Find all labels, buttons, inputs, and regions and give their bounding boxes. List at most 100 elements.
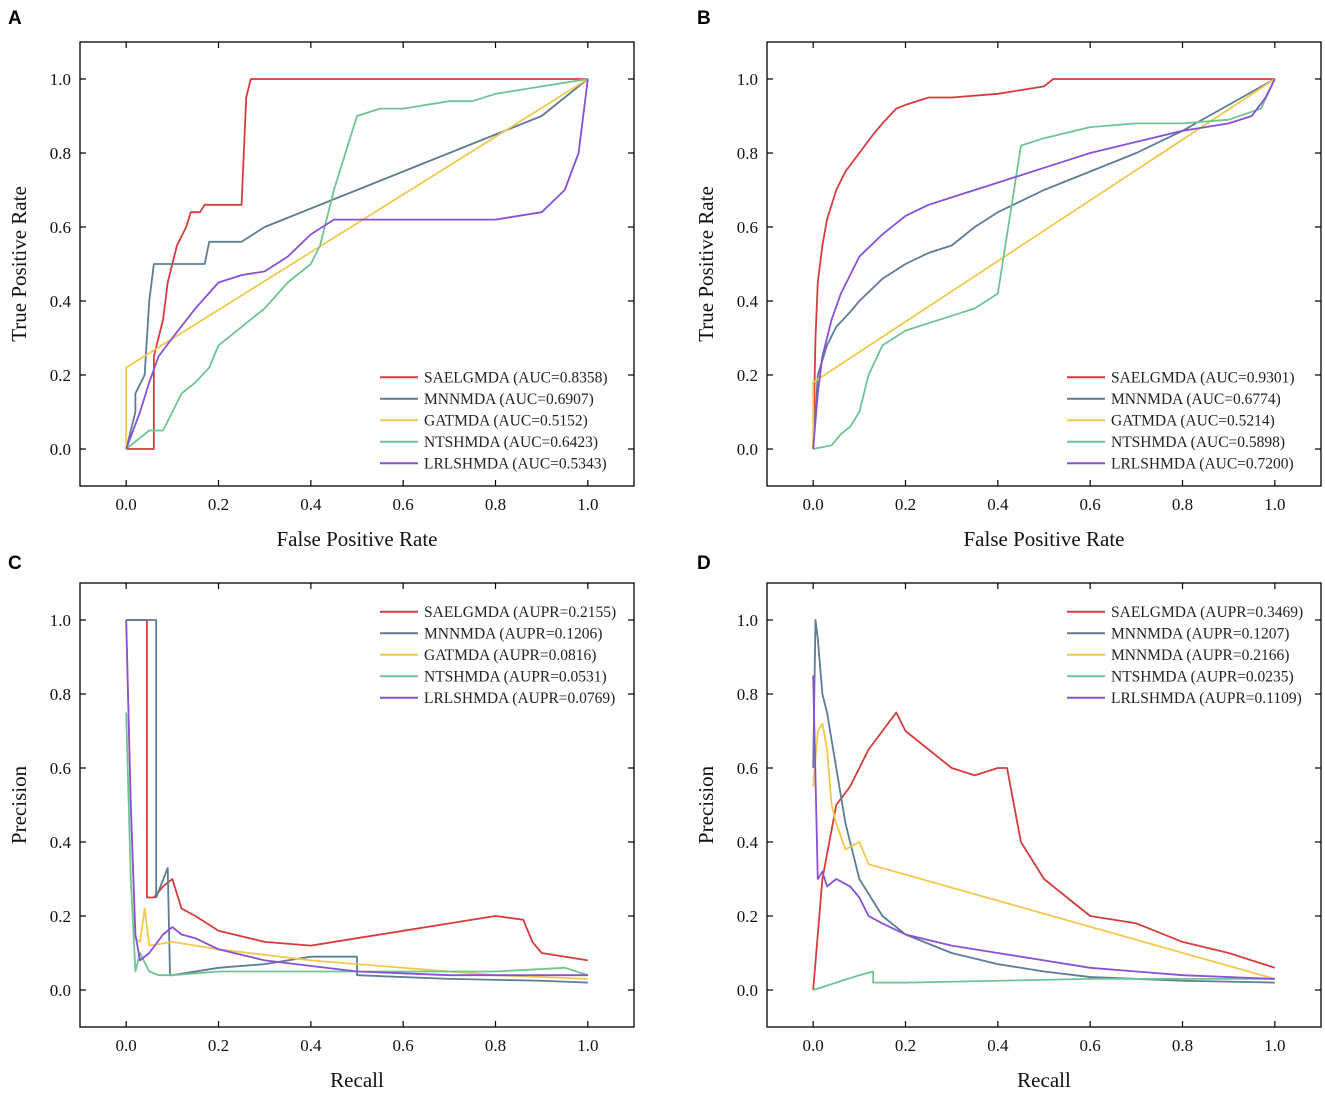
legend-label-4: LRLSHMDA (AUC=0.5343) <box>424 455 607 472</box>
series-line-4 <box>125 78 589 450</box>
x-tick-label: 0.4 <box>987 1036 1009 1055</box>
y-tick-label: 1.0 <box>50 70 71 89</box>
y-tick-label: 0.8 <box>50 144 71 163</box>
y-tick-label: 1.0 <box>50 611 71 630</box>
y-axis-title: Precision <box>694 765 718 844</box>
legend-label-4: LRLSHMDA (AUPR=0.1109) <box>1111 690 1302 707</box>
y-tick-label: 0.8 <box>737 144 758 163</box>
series-line-1 <box>812 619 1275 984</box>
panel-a: A 0.0 0.2 0.4 0.6 0.8 1.0 0.0 0.2 0.4 0.6 0.8 1.0 Fal… <box>7 8 635 551</box>
y-tick-label: 0.6 <box>737 218 758 237</box>
series-line-0 <box>126 619 588 962</box>
legend-label-0: SAELGMDA (AUPR=0.3469) <box>1111 604 1303 621</box>
series-line-1 <box>126 619 588 984</box>
y-tick-label: 0.8 <box>737 685 758 704</box>
x-tick-label: 0.2 <box>895 495 916 514</box>
series-group <box>812 619 1276 991</box>
panel-letter: D <box>697 553 711 574</box>
legend-label-1: MNNMDA (AUPR=0.1207) <box>1111 625 1289 642</box>
x-tick-label: 0.0 <box>116 495 137 514</box>
series-line-2 <box>812 78 1276 449</box>
x-tick-label: 0.4 <box>300 495 322 514</box>
x-tick-label: 0.4 <box>300 1036 322 1055</box>
axes-frame <box>766 582 1322 1028</box>
x-tick-label: 0.8 <box>1172 495 1193 514</box>
legend-label-3: NTSHMDA (AUPR=0.0531) <box>424 668 607 685</box>
panel-letter: A <box>8 8 22 29</box>
legend-label-4: LRLSHMDA (AUPR=0.0769) <box>424 690 615 707</box>
series-line-3 <box>125 712 589 977</box>
legend: SAELGMDA (AUC=0.9301) MNNMDA (AUC=0.6774)… <box>1067 369 1295 472</box>
series-group <box>125 78 589 450</box>
series-line-3 <box>812 78 1276 450</box>
panel-d: D 0.0 0.2 0.4 0.6 0.8 1.0 0.0 0.2 0.4 0.6 0.8 1.0 Rec… <box>694 553 1322 1092</box>
series-group <box>812 78 1276 450</box>
y-tick-label: 0.0 <box>737 440 758 459</box>
x-tick-label: 0.8 <box>1172 1036 1193 1055</box>
y-axis-title: True Positive Rate <box>694 186 718 342</box>
x-tick-label: 0.6 <box>1080 1036 1101 1055</box>
x-tick-label: 0.6 <box>393 495 414 514</box>
series-line-1 <box>812 78 1276 450</box>
series-line-4 <box>125 619 588 977</box>
legend-label-3: NTSHMDA (AUC=0.5898) <box>1111 434 1285 451</box>
legend: SAELGMDA (AUPR=0.3469) MNNMDA (AUPR=0.120… <box>1067 604 1303 707</box>
series-line-3 <box>812 970 1275 991</box>
y-tick-label: 0.8 <box>50 685 71 704</box>
series-line-0 <box>126 78 588 450</box>
panel-letter: C <box>8 553 22 574</box>
series-line-0 <box>812 711 1276 991</box>
x-tick-label: 0.0 <box>116 1036 137 1055</box>
y-tick-label: 0.2 <box>737 907 758 926</box>
y-tick-label: 0.2 <box>50 907 71 926</box>
legend-label-3: NTSHMDA (AUPR=0.0235) <box>1111 668 1294 685</box>
x-tick-label: 1.0 <box>577 1036 598 1055</box>
x-axis-title: False Positive Rate <box>964 527 1125 551</box>
series-line-3 <box>125 78 588 450</box>
x-tick-label: 0.0 <box>803 495 824 514</box>
legend: SAELGMDA (AUC=0.8358) MNNMDA (AUC=0.6907)… <box>380 369 608 472</box>
y-tick-label: 0.0 <box>737 981 758 1000</box>
x-tick-label: 0.2 <box>895 1036 916 1055</box>
series-line-4 <box>812 78 1276 450</box>
panel-letter: B <box>697 8 711 29</box>
series-line-1 <box>125 78 589 450</box>
x-tick-label: 0.2 <box>208 1036 229 1055</box>
legend-label-1: MNNMDA (AUC=0.6907) <box>424 391 594 408</box>
y-tick-label: 0.2 <box>737 366 758 385</box>
x-tick-label: 1.0 <box>577 495 598 514</box>
legend-label-2: GATMDA (AUC=0.5152) <box>424 412 588 429</box>
series-line-0 <box>812 78 1275 450</box>
x-tick-label: 0.0 <box>803 1036 824 1055</box>
y-tick-label: 0.0 <box>50 440 71 459</box>
axes-frame <box>79 582 635 1028</box>
legend-label-2: GATMDA (AUC=0.5214) <box>1111 412 1275 429</box>
x-tick-label: 1.0 <box>1264 1036 1285 1055</box>
legend-label-1: MNNMDA (AUPR=0.1206) <box>424 625 602 642</box>
x-tick-label: 0.4 <box>987 495 1009 514</box>
y-tick-label: 0.4 <box>50 833 72 852</box>
legend-label-1: MNNMDA (AUC=0.6774) <box>1111 391 1281 408</box>
legend-label-2: GATMDA (AUPR=0.0816) <box>424 647 596 664</box>
x-tick-label: 1.0 <box>1264 495 1285 514</box>
axes-frame <box>79 41 635 487</box>
y-tick-label: 0.4 <box>737 292 759 311</box>
axes-frame <box>766 41 1322 487</box>
x-axis-title: False Positive Rate <box>277 527 438 551</box>
legend-label-0: SAELGMDA (AUPR=0.2155) <box>424 604 616 621</box>
panel-c: C 0.0 0.2 0.4 0.6 0.8 1.0 0.0 0.2 0.4 0.6 0.8 1.0 Rec… <box>7 553 635 1092</box>
y-tick-label: 0.2 <box>50 366 71 385</box>
series-line-4 <box>812 675 1275 980</box>
y-axis-title: Precision <box>7 765 31 844</box>
x-axis-title: Recall <box>1017 1068 1071 1092</box>
panel-b: B 0.0 0.2 0.4 0.6 0.8 1.0 0.0 0.2 0.4 0.6 0.8 1.0 Fal… <box>694 8 1322 551</box>
series-line-2 <box>812 722 1276 980</box>
series-line-2 <box>125 78 589 449</box>
x-tick-label: 0.8 <box>485 495 506 514</box>
legend-label-0: SAELGMDA (AUC=0.8358) <box>424 369 608 386</box>
legend: SAELGMDA (AUPR=0.2155) MNNMDA (AUPR=0.120… <box>380 604 616 707</box>
y-axis-title: True Positive Rate <box>7 186 31 342</box>
legend-label-4: LRLSHMDA (AUC=0.7200) <box>1111 455 1294 472</box>
